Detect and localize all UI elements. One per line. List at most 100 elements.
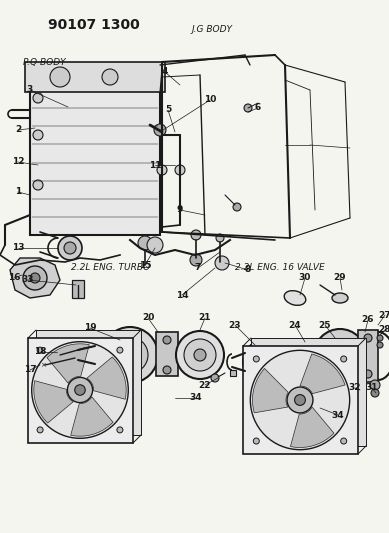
Polygon shape bbox=[300, 354, 345, 394]
Circle shape bbox=[371, 389, 379, 397]
Circle shape bbox=[293, 350, 317, 374]
Text: ×: × bbox=[40, 362, 46, 368]
Text: P.Q BODY: P.Q BODY bbox=[23, 59, 66, 67]
Text: 2.2L ENG. 16 VALVE: 2.2L ENG. 16 VALVE bbox=[235, 263, 325, 272]
Bar bbox=[251, 338, 366, 446]
Circle shape bbox=[122, 347, 138, 363]
Text: 16: 16 bbox=[8, 273, 20, 282]
Circle shape bbox=[364, 334, 372, 342]
Bar bbox=[156, 332, 178, 376]
Ellipse shape bbox=[332, 293, 348, 303]
Circle shape bbox=[163, 336, 171, 344]
Circle shape bbox=[33, 130, 43, 140]
Circle shape bbox=[243, 340, 287, 384]
Text: 2.2L ENG. TURBO: 2.2L ENG. TURBO bbox=[71, 263, 151, 272]
Circle shape bbox=[176, 331, 224, 379]
Circle shape bbox=[211, 374, 219, 382]
Circle shape bbox=[157, 165, 167, 175]
Circle shape bbox=[341, 438, 347, 444]
Circle shape bbox=[215, 256, 229, 270]
Polygon shape bbox=[10, 258, 60, 298]
Circle shape bbox=[194, 349, 206, 361]
Circle shape bbox=[102, 327, 158, 383]
Text: 13: 13 bbox=[12, 244, 24, 253]
Text: 7: 7 bbox=[195, 263, 201, 272]
Circle shape bbox=[285, 342, 325, 382]
Text: 15: 15 bbox=[139, 261, 151, 270]
Circle shape bbox=[253, 438, 259, 444]
Polygon shape bbox=[252, 368, 288, 413]
Text: 6: 6 bbox=[255, 103, 261, 112]
Text: 29: 29 bbox=[334, 273, 346, 282]
Circle shape bbox=[117, 347, 123, 353]
Bar bbox=[230, 370, 236, 376]
Circle shape bbox=[250, 350, 350, 450]
Bar bbox=[243, 346, 358, 454]
Text: 8: 8 bbox=[245, 265, 251, 274]
Circle shape bbox=[75, 385, 85, 395]
Circle shape bbox=[67, 377, 93, 402]
Circle shape bbox=[324, 339, 356, 371]
Text: 1: 1 bbox=[15, 188, 21, 197]
Text: 33: 33 bbox=[22, 276, 34, 285]
Text: 5: 5 bbox=[165, 106, 171, 115]
Circle shape bbox=[163, 366, 171, 374]
Circle shape bbox=[102, 69, 118, 85]
Text: 31: 31 bbox=[366, 384, 378, 392]
Circle shape bbox=[370, 380, 380, 390]
Bar bbox=[316, 340, 340, 370]
Polygon shape bbox=[34, 381, 73, 423]
Bar bbox=[30, 90, 160, 235]
Bar bbox=[55, 350, 63, 358]
Circle shape bbox=[154, 124, 166, 136]
Bar bbox=[38, 360, 48, 370]
Text: 11: 11 bbox=[149, 160, 161, 169]
Circle shape bbox=[30, 273, 40, 283]
Bar bbox=[28, 338, 133, 443]
Text: 27: 27 bbox=[378, 311, 389, 319]
Bar bbox=[358, 330, 378, 382]
Text: 2: 2 bbox=[15, 125, 21, 134]
Circle shape bbox=[377, 335, 383, 341]
Bar bbox=[72, 280, 84, 298]
Text: 24: 24 bbox=[289, 320, 301, 329]
Circle shape bbox=[294, 394, 305, 406]
Circle shape bbox=[138, 236, 152, 250]
Polygon shape bbox=[71, 397, 113, 436]
Circle shape bbox=[377, 342, 383, 348]
Circle shape bbox=[147, 237, 163, 253]
Text: 17: 17 bbox=[24, 366, 36, 375]
Circle shape bbox=[33, 180, 43, 190]
Circle shape bbox=[37, 347, 43, 353]
Text: J.G BODY: J.G BODY bbox=[191, 25, 233, 34]
Bar bbox=[95, 342, 125, 368]
Circle shape bbox=[216, 234, 224, 242]
Text: 21: 21 bbox=[199, 313, 211, 322]
Circle shape bbox=[32, 342, 128, 438]
Text: 9: 9 bbox=[177, 206, 183, 214]
Circle shape bbox=[364, 370, 372, 378]
Circle shape bbox=[37, 427, 43, 433]
Circle shape bbox=[58, 236, 82, 260]
Polygon shape bbox=[291, 407, 334, 448]
Text: 26: 26 bbox=[362, 316, 374, 325]
Text: 4: 4 bbox=[162, 68, 168, 77]
Circle shape bbox=[314, 329, 366, 381]
Text: 3: 3 bbox=[27, 85, 33, 94]
Bar bbox=[36, 330, 141, 435]
Text: 18: 18 bbox=[34, 348, 46, 357]
Circle shape bbox=[64, 242, 76, 254]
Text: 90107 1300: 90107 1300 bbox=[48, 18, 140, 32]
Text: 20: 20 bbox=[142, 313, 154, 322]
Ellipse shape bbox=[284, 290, 306, 305]
Circle shape bbox=[191, 230, 201, 240]
Circle shape bbox=[333, 348, 347, 362]
Circle shape bbox=[184, 339, 216, 371]
Polygon shape bbox=[87, 357, 126, 399]
Text: 19: 19 bbox=[84, 324, 96, 333]
Circle shape bbox=[33, 93, 43, 103]
Text: 23: 23 bbox=[229, 320, 241, 329]
Text: 25: 25 bbox=[319, 320, 331, 329]
Text: 12: 12 bbox=[12, 157, 24, 166]
Circle shape bbox=[354, 386, 362, 394]
